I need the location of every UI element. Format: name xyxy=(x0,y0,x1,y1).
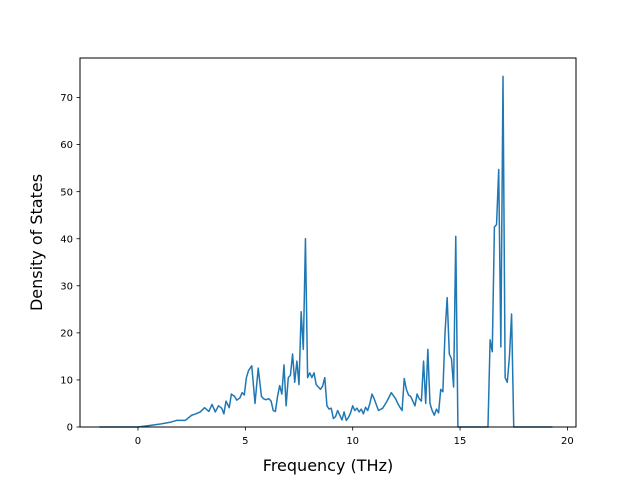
x-tick-label: 20 xyxy=(561,436,574,447)
y-tick-label: 50 xyxy=(60,187,73,198)
y-axis-label: Density of States xyxy=(27,174,46,311)
y-axis-ticks: 0 10 20 30 40 50 60 70 xyxy=(60,93,80,434)
y-tick-label: 0 xyxy=(67,423,73,434)
y-tick-label: 20 xyxy=(60,328,73,339)
dos-series-line xyxy=(99,75,553,428)
y-tick-label: 10 xyxy=(60,376,73,387)
y-tick-label: 70 xyxy=(60,93,73,104)
x-tick-label: 15 xyxy=(454,436,467,447)
y-tick-label: 30 xyxy=(60,281,73,292)
x-tick-label: 0 xyxy=(135,436,141,447)
plot-layer xyxy=(99,75,553,428)
y-tick-label: 40 xyxy=(60,234,73,245)
x-tick-label: 5 xyxy=(242,436,248,447)
x-axis-ticks: 0 5 10 15 20 xyxy=(135,427,574,447)
x-axis-label: Frequency (THz) xyxy=(263,456,393,475)
x-tick-label: 10 xyxy=(346,436,359,447)
plot-area-frame xyxy=(79,57,577,428)
y-tick-label: 60 xyxy=(60,140,73,151)
